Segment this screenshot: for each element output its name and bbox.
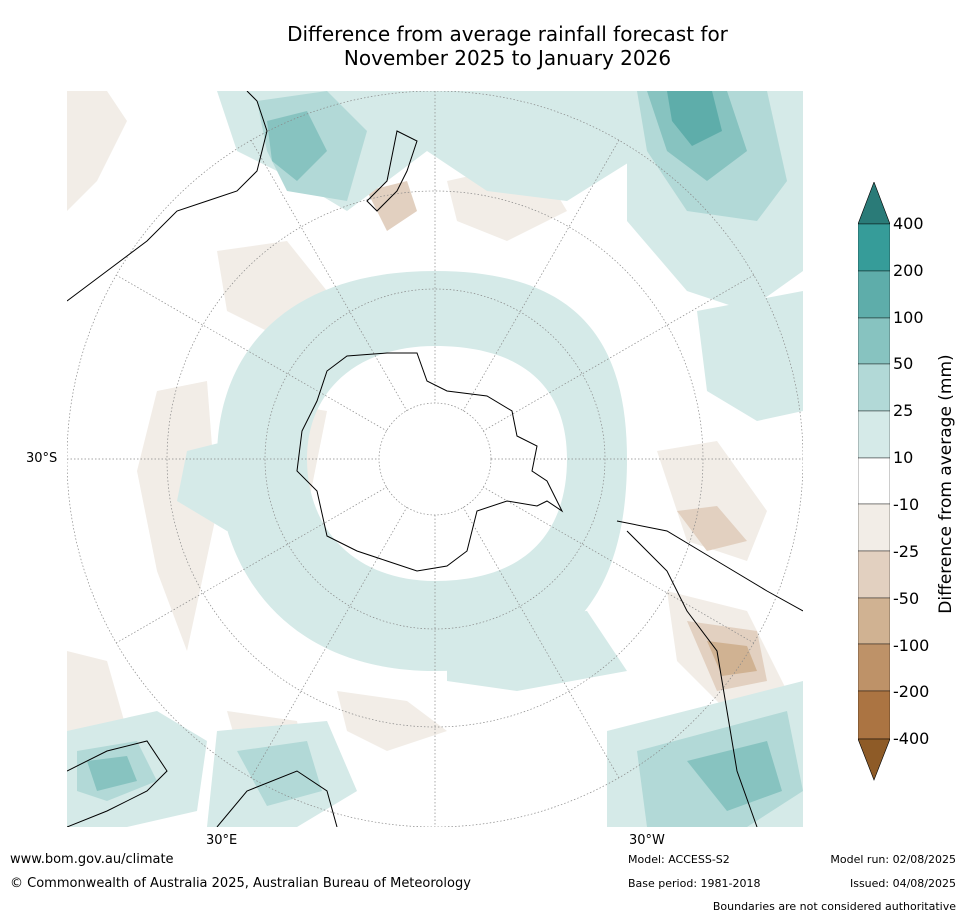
issued-date: Issued: 04/08/2025: [849, 877, 956, 890]
boundaries-disclaimer: Boundaries are not considered authoritat…: [712, 900, 956, 913]
colorbar-bin-neutral: [857, 457, 891, 505]
colorbar-label-m50: -50: [893, 589, 920, 608]
colorbar-label-m10: -10: [893, 495, 920, 514]
base-period: Base period: 1981-2018: [628, 877, 761, 890]
colorbar-top-triangle: [857, 181, 891, 225]
longitude-label-30e: 30°E: [206, 833, 238, 848]
latitude-label-30s: 30°S: [26, 451, 58, 466]
title-line-2: November 2025 to January 2026: [343, 46, 672, 70]
colorbar-bin-50-100: [857, 317, 891, 365]
model-name: Model: ACCESS-S2: [628, 853, 730, 866]
colorbar-bin-100-200: [857, 270, 891, 319]
wet-anomaly-south: [67, 681, 803, 827]
australia-coastline: [67, 91, 268, 302]
wet-anomaly-north: [217, 91, 803, 421]
colorbar-bin-m50-m100: [857, 597, 891, 645]
colorbar-label-10: 10: [893, 448, 914, 467]
colorbar-scale: [857, 181, 891, 781]
colorbar-label-25: 25: [893, 401, 914, 420]
rainfall-map: [67, 91, 803, 827]
colorbar: [857, 181, 891, 782]
colorbar-bin-m25-m50: [857, 550, 891, 599]
map-graticule: [67, 91, 803, 827]
copyright-text: © Commonwealth of Australia 2025, Austra…: [10, 876, 471, 891]
colorbar-bin-200-400: [857, 223, 891, 272]
map-title: Difference from average rainfall forecas…: [150, 22, 865, 70]
colorbar-bin-m10-m25: [857, 503, 891, 552]
website-link[interactable]: www.bom.gov.au/climate: [10, 852, 174, 867]
wet-anomaly-ring: [177, 271, 627, 691]
colorbar-label-400: 400: [893, 214, 924, 233]
longitude-label-30w: 30°W: [629, 833, 665, 848]
model-run-date: Model run: 02/08/2025: [830, 853, 956, 866]
africa-south-coastline: [216, 770, 338, 827]
new-zealand-coastline: [366, 130, 418, 212]
title-line-1: Difference from average rainfall forecas…: [287, 22, 728, 46]
colorbar-bin-m100-m200: [857, 643, 891, 692]
colorbar-label-m200: -200: [893, 682, 930, 701]
colorbar-bin-m200-m400: [857, 690, 891, 740]
map-coastlines: [67, 91, 803, 827]
colorbar-label-m25: -25: [893, 542, 920, 561]
colorbar-title: Difference from average (mm): [936, 354, 956, 614]
colorbar-label-m100: -100: [893, 636, 930, 655]
antarctica-coastline: [296, 352, 564, 572]
colorbar-label-200: 200: [893, 261, 924, 280]
south-america-west-coastline: [626, 530, 758, 827]
africa-coastline: [67, 740, 168, 827]
colorbar-label-50: 50: [893, 354, 914, 373]
colorbar-bin-10-25: [857, 410, 891, 459]
map-canvas: [67, 91, 803, 827]
colorbar-bin-25-50: [857, 363, 891, 412]
colorbar-label-m400: -400: [893, 729, 930, 748]
colorbar-label-100: 100: [893, 308, 924, 327]
south-america-coastline: [616, 520, 803, 612]
colorbar-bottom-triangle: [857, 738, 891, 781]
